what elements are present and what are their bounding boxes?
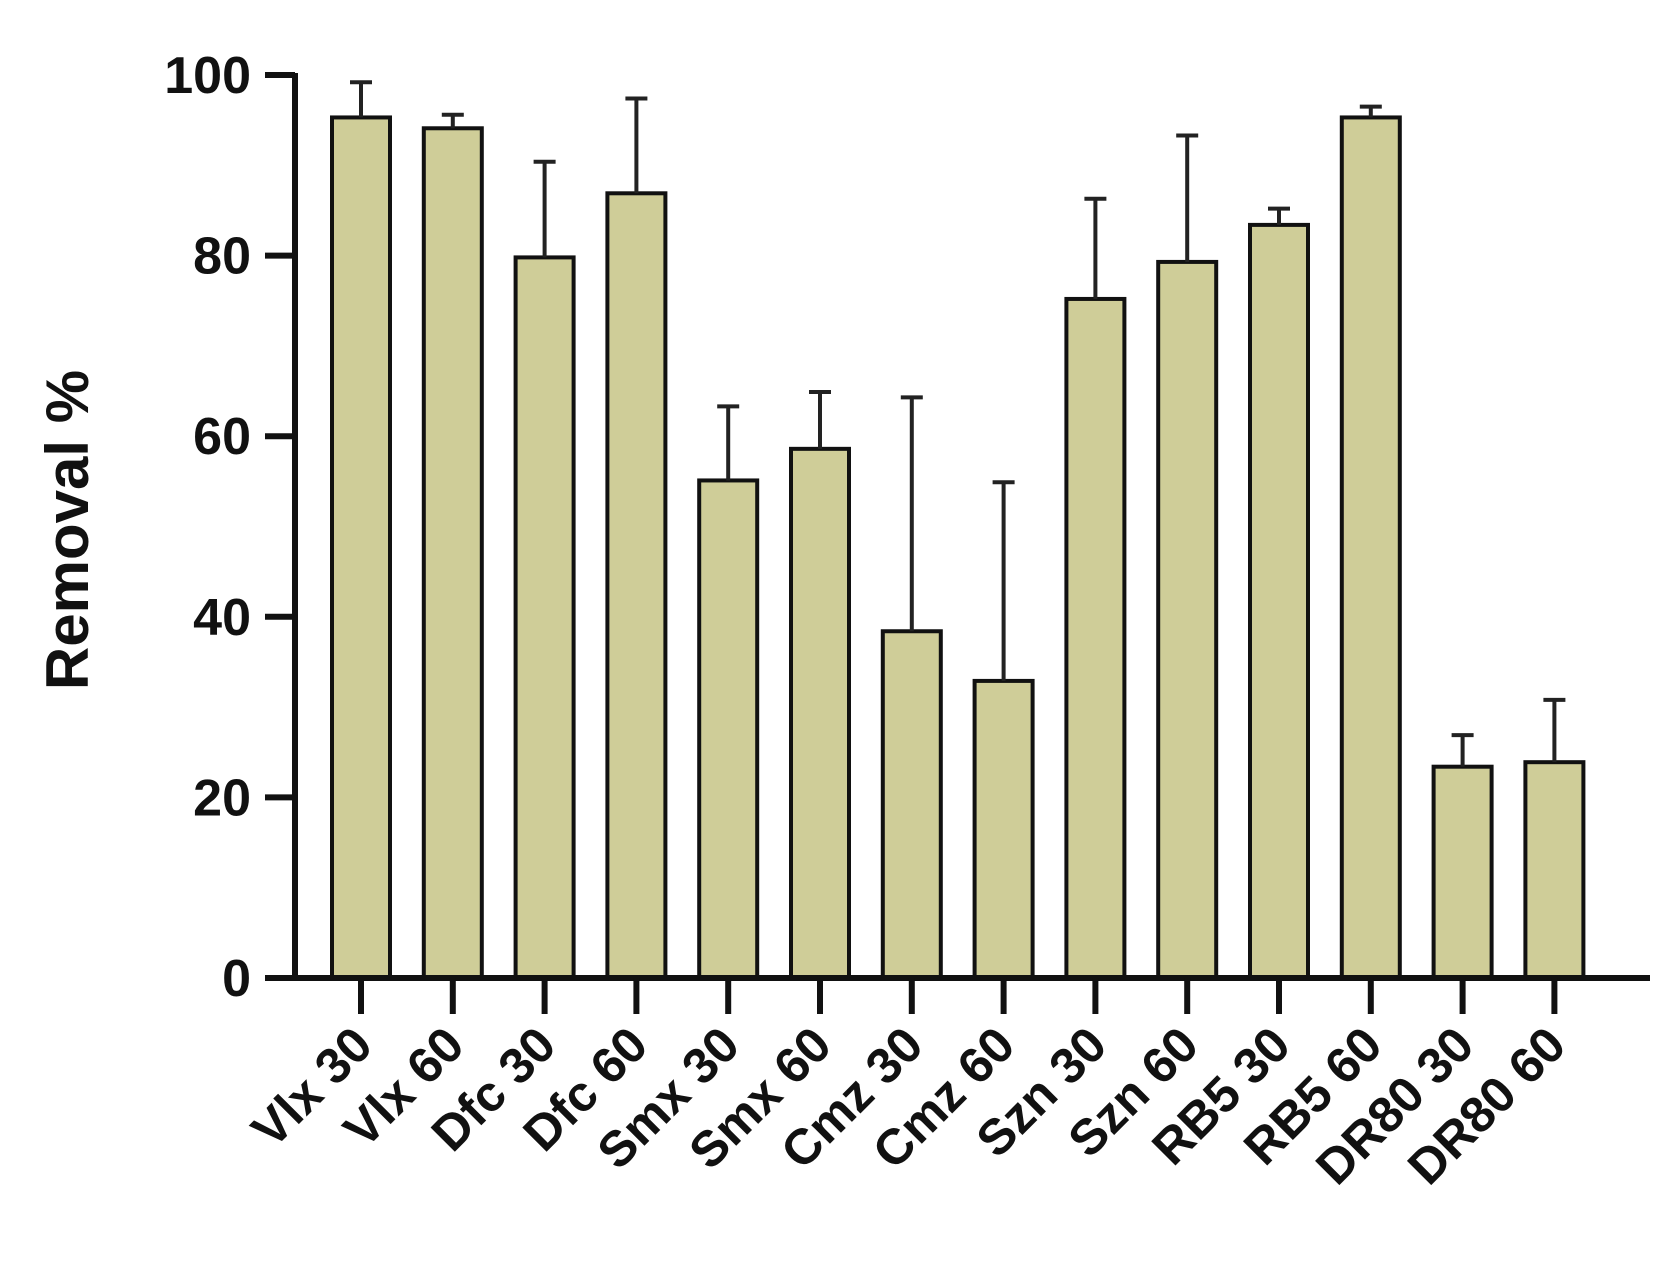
- y-tick-label: 60: [193, 408, 251, 466]
- bar: [972, 678, 1035, 981]
- bar: [1431, 764, 1494, 980]
- y-tick-label: 40: [193, 589, 251, 647]
- bar: [789, 446, 851, 981]
- x-axis-ticks: [358, 978, 1558, 1014]
- bar: [880, 629, 943, 980]
- error-bars-group: [350, 80, 1566, 767]
- y-tick-label: 20: [193, 769, 251, 827]
- bar: [605, 191, 668, 980]
- bar: [1523, 760, 1586, 980]
- y-tick-label: 80: [193, 228, 251, 286]
- bar: [697, 478, 760, 980]
- bar: [421, 126, 484, 981]
- bar: [1064, 296, 1127, 981]
- y-tick-label: 100: [164, 47, 251, 105]
- bars-group: [330, 115, 1586, 981]
- bar: [513, 255, 576, 980]
- bar: [1248, 222, 1310, 980]
- bar: [1156, 259, 1219, 980]
- bar: [1339, 115, 1402, 981]
- y-axis-ticks: 0 20 40 60 80 100: [164, 47, 295, 1008]
- bar: [330, 115, 392, 981]
- y-axis-title: Removal %: [34, 370, 101, 690]
- y-tick-label: 0: [222, 950, 251, 1008]
